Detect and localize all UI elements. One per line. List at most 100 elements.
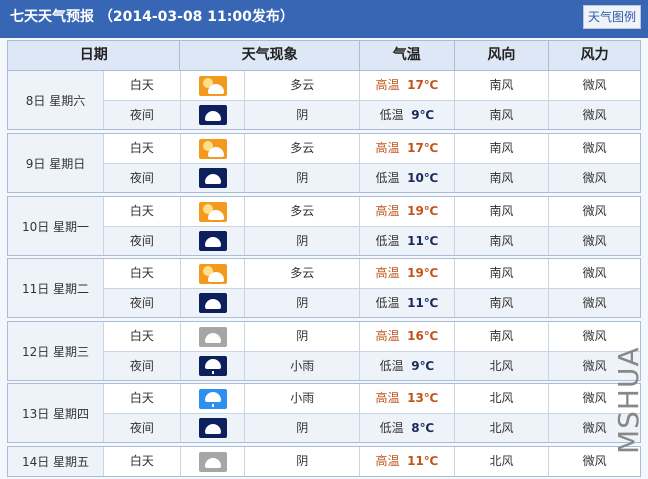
weather-text: 小雨 [245,384,361,413]
temperature: 高温 13℃ [360,384,455,413]
temp-label: 高温 [375,78,400,92]
temp-value: 11℃ [407,234,439,248]
period: 白天 [104,71,181,100]
overcast-night-icon [198,168,227,188]
table-row: 白天 阴 高温 11℃ 北风 微风 [104,447,640,476]
day-date: 13日 星期四 [8,384,104,442]
table-header: 日期 天气现象 气温 风向 风力 [7,40,641,71]
temp-label: 高温 [375,266,400,280]
wind-force: 微风 [582,78,607,92]
temperature: 低温 10℃ [360,164,455,192]
wind-direction: 南风 [455,164,550,192]
day-group: 13日 星期四 白天 小雨 高温 13℃ 北风 微风 夜间 阴 低温 8℃ 北风… [7,383,641,443]
wind-force: 微风 [582,391,607,405]
wind-force: 微风 [582,359,607,373]
period: 夜间 [104,227,181,255]
weather-icon-cell [181,259,246,288]
day-date: 14日 星期五 [8,447,104,476]
temperature: 低温 11℃ [360,227,455,255]
day-date: 8日 星期六 [8,71,104,129]
forecast-header: 七天天气预报 （2014-03-08 11:00发布） 天气图例 [0,0,648,38]
table-row: 白天 多云 高温 17℃ 南风 微风 [104,134,640,163]
day-group: 9日 星期日 白天 多云 高温 17℃ 南风 微风 夜间 阴 低温 10℃ 南风… [7,133,641,193]
wind-direction: 南风 [455,101,550,129]
temp-label: 高温 [375,391,400,405]
partly-cloudy-day-icon [198,201,227,222]
wind-force: 微风 [582,454,607,468]
weather-icon-cell [181,71,246,100]
weather-text: 阴 [245,289,361,317]
day-group: 8日 星期六 白天 多云 高温 17℃ 南风 微风 夜间 阴 低温 9℃ 南风 … [7,70,641,130]
temperature: 低温 11℃ [360,289,455,317]
wind-direction: 南风 [455,134,550,163]
table-row: 夜间 小雨 低温 9℃ 北风 微风 [104,351,640,380]
temp-label: 高温 [375,329,400,343]
temperature: 高温 17℃ [360,134,455,163]
wind-force: 微风 [582,141,607,155]
table-row: 白天 多云 高温 17℃ 南风 微风 [104,71,640,100]
day-date: 9日 星期日 [8,134,104,192]
wind-force: 微风 [582,204,607,218]
temp-value: 11℃ [407,296,439,310]
overcast-night-icon [198,231,227,251]
temp-value: 17℃ [407,141,439,155]
weather-legend-button[interactable]: 天气图例 [583,5,641,29]
temp-value: 13℃ [407,391,439,405]
temperature: 低温 9℃ [360,101,455,129]
table-row: 白天 多云 高温 19℃ 南风 微风 [104,197,640,226]
weather-text: 多云 [245,197,361,226]
wind-force: 微风 [582,108,607,122]
table-row: 夜间 阴 低温 9℃ 南风 微风 [104,100,640,129]
wind-direction: 北风 [455,352,550,380]
temp-value: 9℃ [411,108,435,122]
weather-text: 多云 [245,259,361,288]
temp-label: 低温 [379,421,404,435]
weather-text: 多云 [245,71,361,100]
period: 白天 [104,197,181,226]
wind-force: 微风 [582,234,607,248]
weather-icon-cell [181,227,246,255]
overcast-night-icon [198,105,227,125]
col-temp: 气温 [360,41,455,70]
table-row: 夜间 阴 低温 10℃ 南风 微风 [104,163,640,192]
weather-icon-cell [181,352,246,380]
overcast-night-icon [198,293,227,313]
temperature: 高温 16℃ [360,322,455,351]
day-date: 12日 星期三 [8,322,104,380]
col-wind-force: 风力 [580,47,609,63]
temp-value: 11℃ [407,454,439,468]
wind-direction: 北风 [455,384,550,413]
weather-text: 阴 [245,227,361,255]
day-date: 10日 星期一 [8,197,104,255]
wind-force: 微风 [582,296,607,310]
overcast-day-icon [198,326,227,347]
weather-icon-cell [181,164,246,192]
wind-direction: 南风 [455,197,550,226]
period: 夜间 [104,289,181,317]
table-row: 夜间 阴 低温 8℃ 北风 微风 [104,413,640,442]
wind-direction: 南风 [455,289,550,317]
temp-label: 高温 [375,141,400,155]
temperature: 低温 9℃ [360,352,455,380]
weather-icon-cell [181,134,246,163]
period: 夜间 [104,101,181,129]
weather-icon-cell [181,384,246,413]
temperature: 高温 19℃ [360,197,455,226]
period: 夜间 [104,414,181,442]
temp-label: 低温 [375,234,400,248]
wind-force: 微风 [582,421,607,435]
temp-value: 8℃ [411,421,435,435]
weather-icon-cell [181,197,246,226]
weather-text: 阴 [245,447,361,476]
light-rain-day-icon [198,388,227,409]
weather-text: 阴 [245,164,361,192]
weather-text: 阴 [245,414,361,442]
table-row: 夜间 阴 低温 11℃ 南风 微风 [104,288,640,317]
day-date: 11日 星期二 [8,259,104,317]
table-row: 夜间 阴 低温 11℃ 南风 微风 [104,226,640,255]
temp-label: 低温 [375,296,400,310]
table-row: 白天 阴 高温 16℃ 南风 微风 [104,322,640,351]
wind-force: 微风 [582,329,607,343]
weather-icon-cell [181,289,246,317]
overcast-night-icon [198,418,227,438]
